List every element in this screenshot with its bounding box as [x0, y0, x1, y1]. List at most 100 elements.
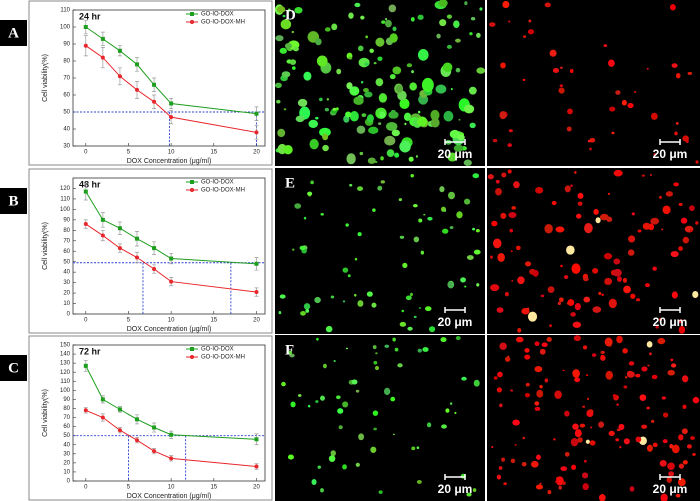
cell — [552, 68, 560, 73]
cell — [473, 249, 481, 255]
cell — [392, 433, 395, 436]
panel-letter: F — [285, 342, 294, 358]
cell — [378, 93, 388, 103]
cell — [686, 444, 692, 449]
cell — [535, 187, 544, 194]
cell — [678, 326, 686, 334]
cell — [635, 436, 642, 443]
cell — [369, 48, 374, 53]
cell — [564, 410, 570, 417]
cell — [417, 348, 422, 353]
cell — [631, 212, 635, 216]
x-axis-label: DOX Concentration (μg/ml) — [127, 493, 212, 500]
cell — [307, 191, 313, 196]
cell — [319, 395, 325, 401]
cell — [354, 293, 357, 297]
cell — [389, 73, 396, 80]
cell — [360, 15, 365, 20]
cell — [653, 153, 657, 157]
cell — [670, 250, 679, 258]
cell — [618, 423, 625, 431]
cell — [322, 133, 329, 141]
y-tick-label: 90 — [63, 217, 70, 223]
y-axis-label: Cell viability(%) — [42, 389, 49, 437]
cell — [411, 446, 416, 451]
x-tick-label: 10 — [168, 485, 175, 491]
cell — [557, 301, 562, 306]
cell — [501, 172, 507, 178]
cell — [572, 321, 582, 328]
y-tick-label: 60 — [63, 93, 70, 99]
cell — [349, 183, 353, 187]
cell — [388, 111, 399, 119]
cell — [464, 1, 468, 6]
cell — [372, 208, 376, 212]
cell — [279, 294, 286, 299]
cell — [314, 296, 321, 304]
cell — [342, 401, 349, 408]
cell — [600, 350, 605, 355]
cell — [574, 378, 578, 381]
chart-panel — [28, 335, 273, 501]
cell — [674, 131, 678, 136]
micrograph: E 20 μm — [275, 168, 485, 334]
cell — [322, 144, 329, 152]
cell — [612, 394, 617, 398]
cell — [456, 211, 463, 219]
cell — [646, 406, 650, 410]
data-point — [169, 432, 174, 437]
data-point — [117, 407, 122, 412]
panel-letter-box — [0, 188, 27, 214]
cell — [347, 274, 351, 278]
y-tick-label: 80 — [63, 406, 70, 412]
cell — [547, 489, 552, 495]
cell — [659, 459, 667, 467]
cell — [316, 55, 328, 67]
x-tick-label: 15 — [210, 150, 217, 156]
data-point — [254, 290, 259, 295]
y-axis-label: Cell viability(%) — [42, 222, 49, 270]
cell — [335, 107, 339, 111]
cell — [534, 365, 543, 373]
y-tick-label: 150 — [60, 343, 71, 349]
data-point — [169, 115, 174, 120]
data-point — [83, 189, 88, 194]
cell — [320, 213, 324, 216]
cell — [582, 345, 588, 350]
cell — [492, 139, 498, 143]
cell — [430, 117, 440, 128]
y-tick-label: 50 — [63, 259, 70, 265]
data-point — [117, 48, 122, 53]
x-axis-label: DOX Concentration (μg/ml) — [127, 158, 212, 165]
cell — [275, 35, 284, 42]
cell — [292, 46, 299, 52]
legend-marker — [190, 188, 194, 192]
chart-panel — [28, 0, 273, 166]
cell — [402, 262, 408, 268]
x-tick-label: 20 — [253, 318, 260, 324]
cell — [560, 466, 568, 472]
cell — [515, 336, 524, 343]
cell — [511, 280, 514, 282]
cell — [284, 43, 292, 49]
cell — [422, 347, 429, 352]
cell — [375, 78, 384, 87]
cell — [503, 482, 507, 485]
cell — [475, 229, 480, 233]
y-tick-label: 60 — [63, 424, 70, 430]
cell — [615, 438, 620, 442]
cell — [572, 423, 579, 430]
cell — [630, 293, 636, 299]
cell — [409, 82, 417, 91]
cell — [641, 424, 648, 429]
cell — [375, 352, 378, 355]
cell — [608, 430, 615, 436]
cell — [360, 80, 364, 84]
cell — [589, 147, 592, 151]
y-tick-label: 70 — [63, 238, 70, 244]
cell — [511, 206, 517, 210]
data-point — [100, 233, 105, 238]
cell — [583, 277, 589, 282]
cell — [600, 354, 605, 359]
cell — [281, 381, 286, 387]
